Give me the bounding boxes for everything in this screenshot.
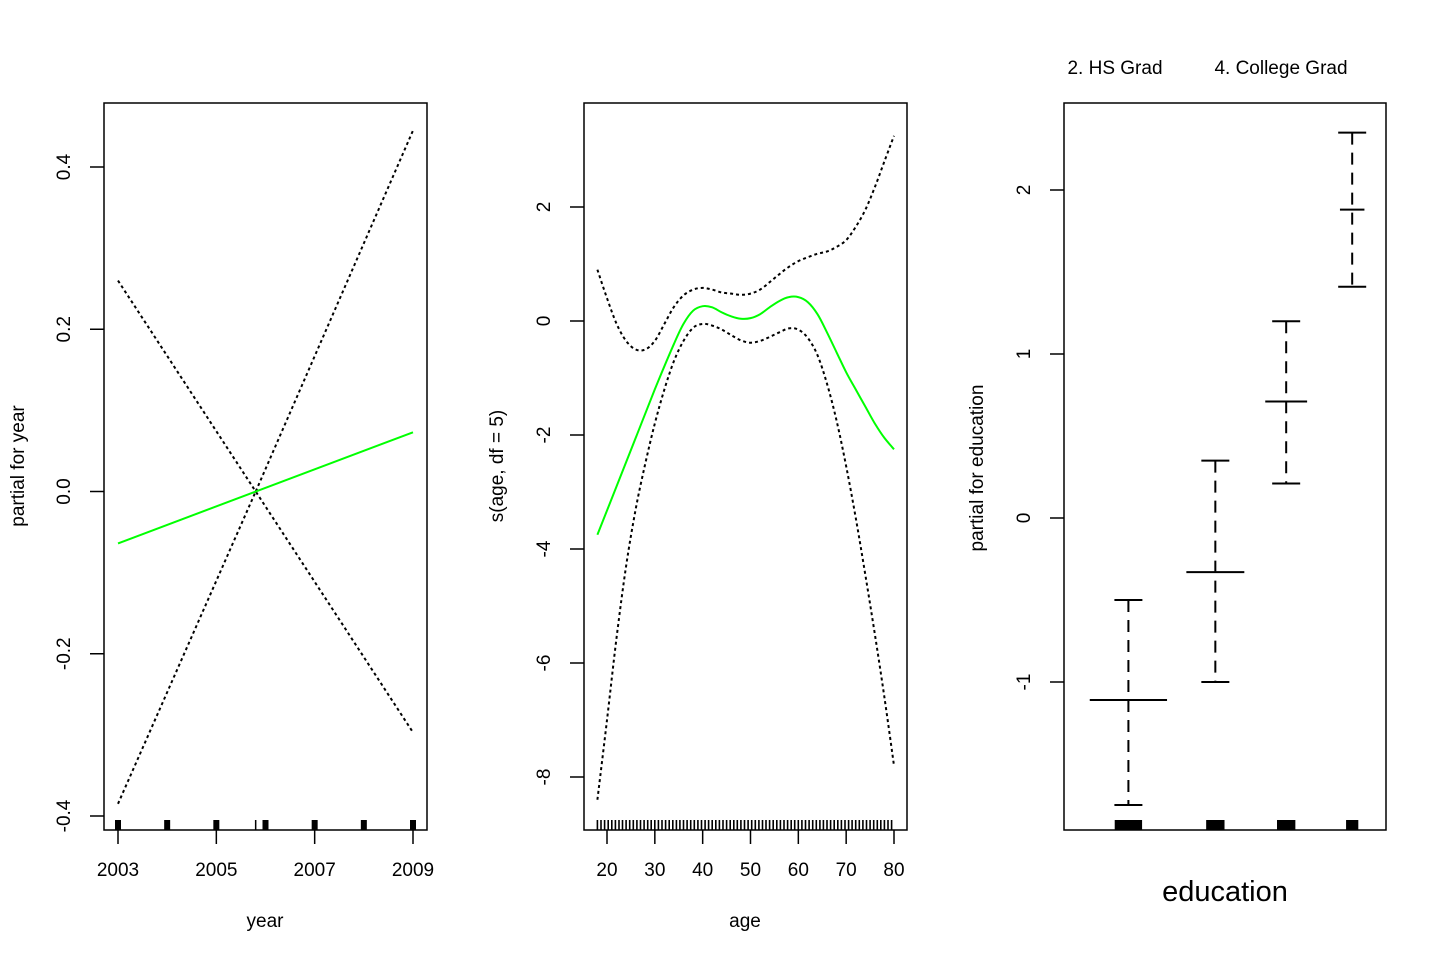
year-x-ticks: 2003 2005 2007 2009	[97, 830, 434, 881]
education-x-axis-label: education	[1162, 876, 1288, 908]
year-fit-line	[117, 431, 414, 545]
education-error-bar	[1265, 320, 1308, 485]
year-lower-band-line	[117, 489, 414, 805]
year-upper-band-line	[117, 130, 414, 494]
education-rug-block	[1114, 820, 1143, 830]
age-y-ticks: -8 -6 -4 -2 0 2	[534, 202, 584, 786]
education-error-bar	[1089, 599, 1168, 806]
education-rug-block	[1277, 820, 1296, 830]
age-y-tick-label: -2	[534, 427, 555, 444]
education-rug	[1114, 820, 1359, 830]
age-y-tick-label: -4	[534, 540, 555, 557]
education-y-tick-label: 0	[1014, 513, 1035, 524]
year-plot-box	[103, 102, 428, 831]
education-y-tick-label: 1	[1014, 349, 1035, 360]
age-x-ticks: 20 30 40 50 60 70 80	[596, 830, 905, 881]
age-plot-box	[583, 102, 908, 831]
year-x-tick-label: 2009	[392, 860, 434, 881]
education-top-label-hs-grad: 2. HS Grad	[1067, 58, 1162, 79]
age-x-axis-label: age	[729, 911, 761, 932]
age-x-tick-label: 30	[644, 860, 665, 881]
age-x-tick-label: 80	[883, 860, 904, 881]
age-fit-line	[596, 295, 895, 536]
age-y-tick-label: 0	[534, 316, 555, 327]
education-error-bar	[1338, 131, 1367, 288]
education-rug-block	[1206, 820, 1225, 830]
age-panel: 20 30 40 50 60 70 80 -8 -6 -4 -2 0 2 age s(age, df …	[487, 102, 908, 932]
year-y-ticks: -0.4 -0.2 0.0 0.2 0.4	[54, 153, 104, 832]
year-x-axis-label: year	[247, 911, 285, 932]
education-y-tick-label: -1	[1014, 674, 1035, 691]
education-error-bar	[1186, 459, 1245, 683]
age-x-tick-label: 40	[692, 860, 713, 881]
age-x-tick-label: 60	[788, 860, 809, 881]
education-panel: -1 0 1 2 2. HS Grad 4. College Grad educati…	[967, 58, 1387, 908]
year-y-axis-label: partial for year	[8, 405, 29, 527]
education-y-tick-label: 2	[1014, 185, 1035, 196]
year-panel: 2003 2005 2007 2009 -0.4-0.20.00.20.4 year …	[8, 102, 434, 932]
year-rug	[115, 820, 416, 830]
year-y-tick-label: -0.2	[54, 637, 75, 670]
year-y-tick-label: 0.0	[54, 478, 75, 504]
education-top-label-college-grad: 4. College Grad	[1214, 58, 1347, 79]
year-y-tick-label: 0.2	[54, 316, 75, 342]
education-plot-box	[1063, 102, 1387, 831]
age-y-tick-label: -6	[534, 655, 555, 672]
age-y-axis-label: s(age, df = 5)	[487, 410, 508, 522]
age-x-tick-label: 70	[836, 860, 857, 881]
education-y-axis-label: partial for education	[967, 385, 988, 552]
age-x-tick-label: 50	[740, 860, 761, 881]
age-rug	[596, 820, 893, 830]
education-error-bars	[1089, 131, 1367, 806]
education-y-ticks: -1 0 1 2	[1014, 185, 1064, 691]
age-y-tick-label: 2	[534, 202, 555, 213]
year-x-tick-label: 2003	[97, 860, 139, 881]
year-x-tick-label: 2005	[195, 860, 237, 881]
year-y-tick-label: -0.4	[54, 799, 75, 832]
age-lower-band-line	[596, 322, 895, 800]
year-x-tick-label: 2007	[294, 860, 336, 881]
age-y-tick-label: -8	[534, 769, 555, 786]
education-rug-block	[1346, 820, 1359, 830]
year-y-tick-label: 0.4	[54, 153, 75, 180]
age-x-tick-label: 20	[596, 860, 617, 881]
